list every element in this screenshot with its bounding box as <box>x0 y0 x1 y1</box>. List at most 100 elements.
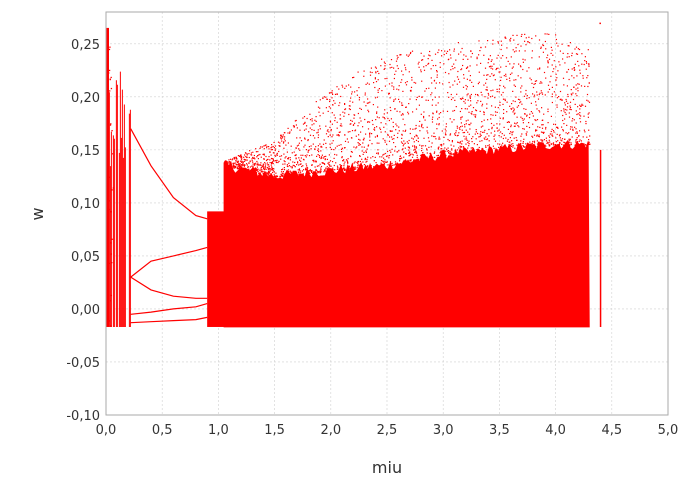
transition-block <box>207 211 225 327</box>
sparse-point <box>418 104 420 106</box>
sparse-point <box>438 123 440 125</box>
sparse-point <box>567 93 569 96</box>
sparse-point <box>283 167 285 169</box>
sparse-point <box>423 55 425 57</box>
sparse-point <box>331 148 333 150</box>
sparse-point <box>295 124 297 126</box>
sparse-point <box>531 82 533 84</box>
sparse-point <box>344 161 346 163</box>
sparse-point <box>381 156 383 158</box>
sparse-point <box>523 95 526 97</box>
sparse-point <box>415 99 417 101</box>
sparse-point <box>436 71 438 73</box>
sparse-point <box>401 70 403 72</box>
sparse-point <box>520 91 522 93</box>
sparse-point <box>378 72 380 75</box>
sparse-point <box>235 166 237 168</box>
sparse-point <box>311 164 313 166</box>
sparse-point <box>392 121 394 123</box>
sparse-point <box>490 90 492 92</box>
sparse-point <box>306 117 308 120</box>
sparse-point <box>463 74 465 76</box>
sparse-point <box>408 149 410 151</box>
sparse-point <box>467 99 469 101</box>
sparse-point <box>465 129 467 131</box>
sparse-point <box>377 152 379 154</box>
sparse-point <box>300 163 302 165</box>
sparse-point <box>564 62 566 64</box>
sparse-point <box>252 156 254 159</box>
sparse-point <box>446 148 448 150</box>
sparse-point <box>494 134 496 136</box>
sparse-point <box>588 143 590 146</box>
sparse-point <box>526 95 528 97</box>
sparse-point <box>284 174 286 177</box>
sparse-point <box>416 152 418 154</box>
sparse-point <box>511 140 513 142</box>
sparse-point <box>236 161 238 163</box>
sparse-point <box>326 170 328 173</box>
sparse-point <box>589 143 591 145</box>
sparse-point <box>567 133 569 135</box>
sparse-point <box>365 133 367 135</box>
sparse-point <box>507 128 509 130</box>
sparse-point <box>380 131 382 133</box>
sparse-point <box>523 138 525 140</box>
sparse-point <box>550 130 552 133</box>
sparse-point <box>268 171 270 173</box>
sparse-point <box>320 169 322 171</box>
sparse-point <box>257 151 259 153</box>
sparse-point <box>441 130 443 132</box>
sparse-point <box>360 163 362 165</box>
sparse-point <box>302 154 304 156</box>
sparse-point <box>271 158 273 160</box>
sparse-point <box>468 150 471 152</box>
sparse-point <box>282 168 284 170</box>
sparse-point <box>380 165 382 167</box>
sparse-point <box>436 110 438 112</box>
sparse-point <box>354 168 356 170</box>
sparse-point <box>572 98 575 101</box>
sparse-point <box>239 165 241 167</box>
sparse-point <box>327 169 329 171</box>
sparse-point <box>297 169 299 171</box>
sparse-point <box>513 125 515 127</box>
sparse-point <box>334 120 336 122</box>
sparse-point <box>334 147 337 149</box>
sparse-point <box>483 74 485 76</box>
sparse-point <box>241 161 243 163</box>
sparse-point <box>424 90 426 92</box>
sparse-point <box>403 140 405 142</box>
sparse-point <box>533 140 536 142</box>
sparse-point <box>319 125 321 127</box>
sparse-point <box>471 111 473 113</box>
sparse-point <box>268 168 270 170</box>
sparse-point <box>323 156 325 158</box>
sparse-point <box>571 126 573 128</box>
sparse-point <box>357 168 360 170</box>
sparse-point <box>273 141 275 144</box>
sparse-point <box>354 122 356 124</box>
sparse-point <box>298 164 300 166</box>
sparse-point <box>355 135 357 137</box>
sparse-point <box>268 175 270 177</box>
sparse-point <box>478 136 480 138</box>
sparse-point <box>431 118 433 120</box>
sparse-point <box>388 140 391 142</box>
sparse-point <box>231 163 233 165</box>
x-tick-label: 1,0 <box>208 423 229 438</box>
sparse-point <box>318 151 320 153</box>
sparse-point <box>340 165 342 167</box>
sparse-point <box>366 102 368 104</box>
sparse-point <box>406 160 409 162</box>
sparse-point <box>230 161 232 163</box>
sparse-point <box>363 101 365 103</box>
sparse-point <box>309 119 312 121</box>
sparse-point <box>585 120 587 123</box>
sparse-point <box>471 138 473 140</box>
sparse-point <box>460 51 462 53</box>
sparse-point <box>505 73 507 75</box>
sparse-point <box>449 118 451 120</box>
sparse-point <box>293 125 295 127</box>
sparse-point <box>341 125 343 127</box>
